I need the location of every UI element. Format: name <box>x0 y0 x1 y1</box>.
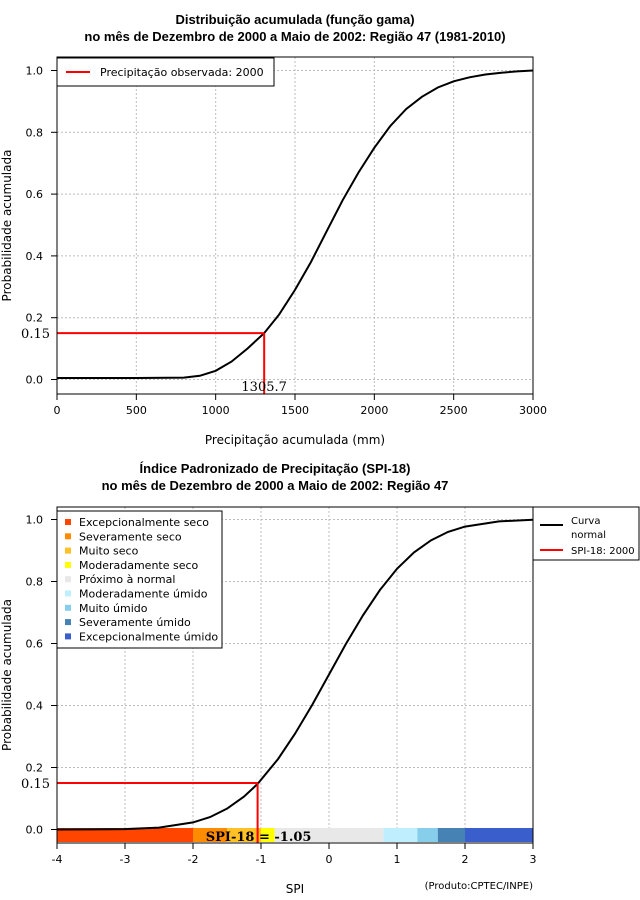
chart2-color-band <box>193 828 227 842</box>
chart2-spi-value-label: SPI-18 = -1.05 <box>206 830 312 845</box>
chart2-legend-curve-label: Curva <box>571 516 600 527</box>
chart1-ytick-label: 1.0 <box>26 65 44 78</box>
chart2-color-band <box>417 828 438 842</box>
chart2-series-legend: Curva normal SPI-18: 2000 <box>532 506 640 561</box>
chart2-category-swatch <box>65 619 71 626</box>
chart2-xtick-label: 0 <box>326 853 333 866</box>
chart1-title-line2: no mês de Dezembro de 2000 a Maio de 200… <box>84 29 505 44</box>
chart2-xtick-label: 1 <box>394 853 401 866</box>
chart2-xtick-label: 3 <box>530 853 537 866</box>
chart2-curve-group <box>56 518 534 831</box>
chart2-color-band <box>383 828 418 842</box>
chart2-y-axis-label: Probabilidade acumulada <box>0 599 14 751</box>
chart2-category-swatch <box>65 576 71 583</box>
chart2-title-line1: Índice Padronizado de Precipitação (SPI-… <box>140 461 411 476</box>
chart2-category-swatch <box>65 561 71 568</box>
chart2-ytick-label: 0.2 <box>26 762 44 775</box>
chart2-legend-spi-label: SPI-18: 2000 <box>571 546 635 557</box>
chart2-category-swatch <box>65 533 71 540</box>
chart1-xtick-label: 2000 <box>360 404 388 417</box>
chart2-ytick-label: 0.4 <box>26 700 44 713</box>
chart1-ytick-label: 0.6 <box>26 188 44 201</box>
chart2-xtick-label: -1 <box>256 853 267 866</box>
chart2-category-label: Excepcionalmente úmido <box>79 630 218 643</box>
chart2-category-swatch <box>65 519 71 525</box>
chart2-credit: (Produto:CPTEC/INPE) <box>425 881 533 892</box>
chart2-ticks: -4 -3 -2 -1 0 1 2 3 0.0 0.2 0.4 0.6 0.8 1.0 <box>26 514 537 867</box>
chart2-category-label: Moderadamente seco <box>79 559 199 572</box>
chart1-curve-group <box>57 69 534 379</box>
chart1-ytick-label: 0.2 <box>26 312 44 325</box>
chart2-color-band <box>227 828 261 842</box>
chart2-ytick-label: 0.8 <box>26 576 44 589</box>
chart2-color-bands <box>57 828 533 842</box>
chart2-ytick-label: 0.0 <box>26 824 44 837</box>
chart2-category-label: Muito seco <box>79 545 139 558</box>
chart2-category-swatch <box>65 547 71 554</box>
gamma-cdf-chart: Distribuição acumulada (função gama) no … <box>0 12 547 447</box>
chart2-color-band <box>261 828 275 842</box>
chart2-category-label: Muito úmido <box>79 602 148 615</box>
chart2-category-label: Próximo à normal <box>79 573 175 586</box>
chart2-color-band <box>437 828 465 842</box>
chart1-y-axis-label: Probabilidade acumulada <box>0 150 14 302</box>
chart1-ytick-label: 0.4 <box>26 250 44 263</box>
chart2-series-line <box>56 518 534 831</box>
spi-normal-chart: Índice Padronizado de Precipitação (SPI-… <box>0 461 640 896</box>
chart2-xtick-label: -3 <box>120 853 131 866</box>
chart1-legend-label: Precipitação observada: 2000 <box>100 66 264 79</box>
chart1-legend: Precipitação observada: 2000 <box>56 57 275 87</box>
chart1-ytick-label: 0.8 <box>26 126 44 139</box>
chart2-category-label: Severamente úmido <box>79 616 191 629</box>
chart1-xtick-label: 500 <box>126 404 147 417</box>
chart2-category-label: Excepcionalmente seco <box>79 516 209 529</box>
chart2-color-band <box>57 828 193 842</box>
chart2-category-swatch <box>65 604 71 611</box>
chart1-xtick-label: 1000 <box>202 404 230 417</box>
chart1-xtick-label: 0 <box>54 404 61 417</box>
chart1-marker-x-label: 1305.7 <box>241 380 287 395</box>
chart1-marker-group <box>57 332 266 394</box>
chart2-marker-y-label: 0.15 <box>21 777 50 792</box>
chart2-ytick-label: 0.6 <box>26 638 44 651</box>
chart1-ytick-label: 0.0 <box>26 374 44 387</box>
chart1-series-line <box>57 69 534 379</box>
chart1-grid <box>57 57 533 394</box>
chart2-category-label: Severamente seco <box>79 530 182 543</box>
chart2-x-axis-label: SPI <box>286 882 304 896</box>
chart1-x-axis-label: Precipitação acumulada (mm) <box>205 433 385 447</box>
chart1-xtick-label: 1500 <box>281 404 309 417</box>
chart2-series-legend-box <box>532 506 640 561</box>
chart1-marker-y-label: 0.15 <box>21 327 50 342</box>
chart2-category-label: Moderadamente úmido <box>79 588 208 601</box>
chart2-category-swatch <box>65 633 71 640</box>
chart2-plot-frame <box>56 506 534 844</box>
chart1-xtick-label: 2500 <box>440 404 468 417</box>
chart1-ticks: 0 500 1000 1500 2000 2500 3000 0.0 0.2 0.4 0.6 0.8 1… <box>26 65 548 418</box>
chart2-xtick-label: -4 <box>52 853 63 866</box>
chart1-title-line1: Distribuição acumulada (função gama) <box>175 12 414 27</box>
chart2-color-band <box>465 828 533 842</box>
chart2-legend-curve-label2: normal <box>571 530 606 541</box>
chart1-legend-box <box>56 57 275 87</box>
chart2-xtick-label: 2 <box>462 853 469 866</box>
chart2-ytick-label: 1.0 <box>26 514 44 527</box>
chart2-category-legend-box <box>56 510 223 649</box>
chart2-title-line2: no mês de Dezembro de 2000 a Maio de 200… <box>102 478 449 493</box>
chart2-category-swatch <box>65 590 71 597</box>
chart2-marker-group <box>57 782 259 843</box>
chart2-xtick-label: -2 <box>188 853 199 866</box>
chart2-color-band <box>274 828 384 842</box>
chart1-xtick-label: 3000 <box>519 404 547 417</box>
